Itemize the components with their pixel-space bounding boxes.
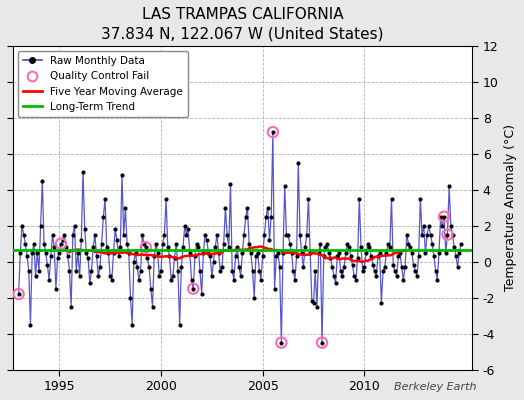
Point (318, 340, 326, 346)
Point (189, 286, 198, 292)
Point (15, 291, 23, 297)
Point (440, 214, 448, 220)
Point (443, 232, 452, 238)
Legend: Raw Monthly Data, Quality Control Fail, Five Year Moving Average, Long-Term Tren: Raw Monthly Data, Quality Control Fail, … (18, 51, 188, 117)
Y-axis label: Temperature Anomaly (°C): Temperature Anomaly (°C) (504, 124, 517, 291)
Point (277, 340, 286, 346)
Point (141, 244, 150, 250)
Point (269, 129, 277, 135)
Point (57, 240, 65, 247)
Text: Berkeley Earth: Berkeley Earth (395, 382, 477, 392)
Title: LAS TRAMPAS CALIFORNIA
37.834 N, 122.067 W (United States): LAS TRAMPAS CALIFORNIA 37.834 N, 122.067… (101, 7, 384, 42)
